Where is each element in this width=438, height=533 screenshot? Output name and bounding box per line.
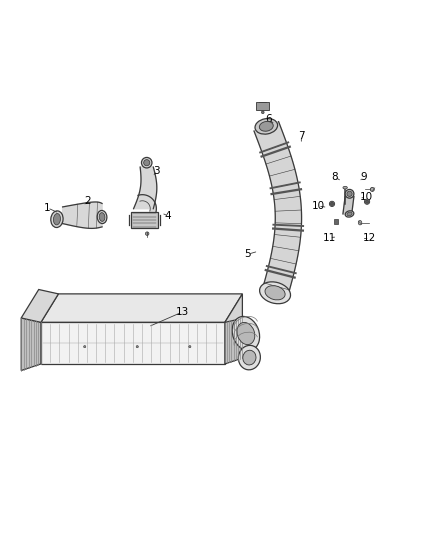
Ellipse shape: [189, 345, 191, 348]
Ellipse shape: [237, 322, 255, 345]
Text: 7: 7: [298, 131, 305, 141]
Ellipse shape: [345, 211, 354, 217]
Text: 12: 12: [363, 233, 376, 244]
Polygon shape: [254, 122, 301, 296]
Polygon shape: [41, 294, 242, 322]
Text: 9: 9: [360, 172, 367, 182]
Ellipse shape: [53, 214, 60, 225]
Ellipse shape: [145, 232, 149, 236]
Ellipse shape: [136, 345, 138, 348]
Text: 8: 8: [331, 172, 338, 182]
Text: 10: 10: [360, 192, 373, 203]
Polygon shape: [138, 195, 156, 213]
Polygon shape: [134, 167, 157, 209]
Ellipse shape: [232, 317, 260, 351]
Ellipse shape: [255, 118, 278, 134]
Text: 6: 6: [265, 115, 272, 124]
Polygon shape: [21, 318, 41, 370]
Ellipse shape: [364, 199, 370, 204]
Ellipse shape: [370, 188, 374, 191]
Ellipse shape: [141, 157, 152, 168]
Bar: [256, 102, 269, 110]
Ellipse shape: [260, 282, 290, 304]
Ellipse shape: [347, 191, 352, 197]
Polygon shape: [225, 318, 244, 364]
Ellipse shape: [330, 203, 334, 205]
Polygon shape: [41, 322, 225, 364]
Ellipse shape: [329, 201, 335, 206]
Ellipse shape: [84, 345, 86, 348]
Ellipse shape: [365, 200, 369, 203]
Ellipse shape: [265, 286, 285, 300]
Ellipse shape: [343, 187, 347, 189]
Polygon shape: [63, 202, 102, 228]
Ellipse shape: [259, 122, 273, 131]
Polygon shape: [21, 289, 58, 322]
Bar: [131, 212, 158, 229]
Text: 13: 13: [176, 307, 189, 317]
Text: 5: 5: [244, 249, 251, 259]
Ellipse shape: [347, 212, 352, 216]
Ellipse shape: [345, 189, 354, 198]
Text: 11: 11: [323, 232, 336, 243]
Ellipse shape: [261, 111, 264, 114]
Text: 3: 3: [153, 166, 160, 176]
Text: 1: 1: [44, 203, 51, 213]
Text: 2: 2: [84, 196, 91, 206]
Polygon shape: [343, 197, 354, 214]
Text: 10: 10: [311, 201, 325, 211]
Ellipse shape: [97, 211, 107, 223]
Ellipse shape: [144, 159, 150, 166]
Ellipse shape: [243, 350, 256, 365]
Text: 4: 4: [165, 211, 172, 221]
Ellipse shape: [238, 345, 260, 370]
Ellipse shape: [358, 221, 362, 225]
Ellipse shape: [51, 211, 63, 228]
Ellipse shape: [99, 213, 105, 221]
Polygon shape: [225, 294, 242, 364]
Bar: [334, 219, 338, 223]
